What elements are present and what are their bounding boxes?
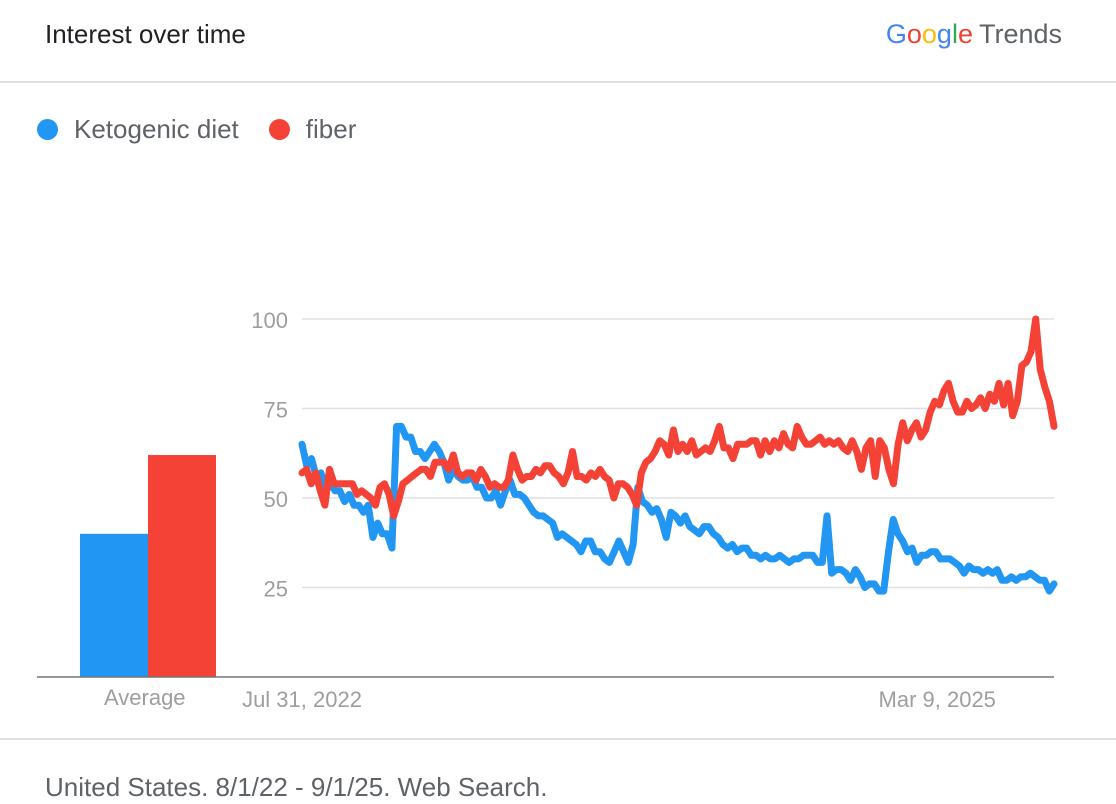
average-axis-label: Average (104, 685, 186, 710)
legend-label-ketogenic: Ketogenic diet (74, 114, 239, 144)
header-divider (0, 81, 1116, 83)
series-line-fiber (298, 315, 1058, 520)
y-tick-label-75: 75 (264, 398, 288, 423)
chart-footer-caption: United States. 8/1/22 - 9/1/25. Web Sear… (45, 772, 548, 802)
chart-header: Interest over time Google Trends (0, 0, 1116, 82)
average-bar-fiber (148, 455, 216, 677)
y-tick-label-25: 25 (264, 577, 288, 602)
average-bar-ketogenic (80, 533, 148, 677)
average-bar-chart (80, 455, 216, 677)
footer-divider (0, 738, 1116, 740)
x-tick-label-1: Mar 9, 2025 (879, 687, 996, 712)
x-tick-label-0: Jul 31, 2022 (242, 687, 362, 712)
google-trends-logo: Google Trends (885, 19, 1062, 49)
legend-item-fiber[interactable]: fiber (268, 114, 357, 145)
legend-item-ketogenic[interactable]: Ketogenic diet (37, 114, 239, 145)
brand-product-label: Trends (978, 19, 1062, 49)
chart-title: Interest over time (45, 19, 246, 49)
interest-line-chart: 25 50 75 100 Jul 31, 2022 Mar 9, 2025 (37, 308, 1058, 712)
ketogenic-color-dot (37, 119, 58, 140)
y-tick-label-100: 100 (251, 308, 288, 333)
y-tick-label-50: 50 (264, 487, 288, 512)
fiber-color-dot (268, 119, 290, 140)
legend-label-fiber: fiber (305, 114, 357, 144)
series-line-ketogenic (298, 422, 1058, 595)
chart-legend: Ketogenic diet fiber (37, 114, 386, 145)
